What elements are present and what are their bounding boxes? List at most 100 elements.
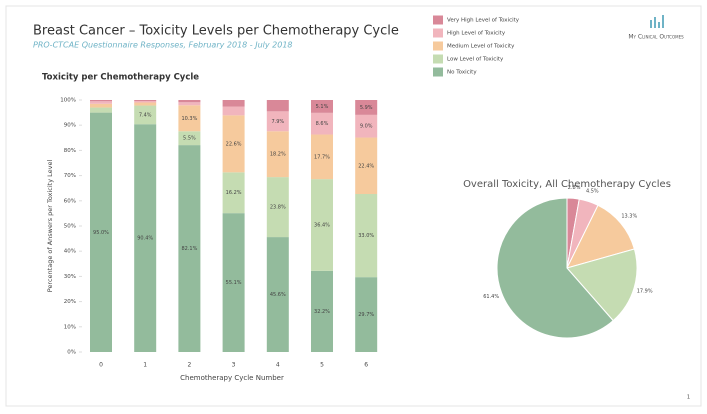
x-tick-label: 1: [143, 362, 147, 369]
data-label: 22.4%: [358, 163, 374, 169]
data-label: 9.0%: [360, 124, 373, 130]
bar-segment: [355, 193, 378, 278]
bar-segment: [90, 107, 112, 113]
bar-segment: [266, 177, 289, 238]
x-tick-label: 2: [187, 362, 191, 369]
x-axis-label: Chemotherapy Cycle Number: [180, 374, 284, 382]
bar-segment: [355, 137, 378, 194]
bar-segment: [90, 101, 112, 104]
bar-segment: [90, 103, 112, 108]
bar-segment: [355, 277, 378, 352]
bar-segment: [178, 131, 201, 146]
bar-segment: [311, 179, 333, 271]
bar-segment: [311, 100, 333, 113]
bar-segment: [134, 124, 157, 352]
data-label: 82.1%: [181, 246, 197, 252]
bar-segment: [311, 270, 333, 352]
data-label: 17.7%: [314, 154, 330, 160]
data-label: 8.6%: [316, 121, 329, 127]
x-tick-label: 3: [232, 362, 236, 369]
data-label: 55.1%: [226, 280, 242, 286]
bar-segment: [266, 131, 289, 178]
data-label: 16.2%: [226, 190, 242, 196]
y-tick-label: 10%: [64, 324, 76, 330]
bar-segment: [266, 100, 289, 112]
bar-segment: [178, 145, 201, 352]
data-label: 13.3%: [621, 214, 637, 220]
y-axis-label: Percentage of Answers per Toxicity Level: [46, 160, 54, 293]
bar-segment: [311, 112, 333, 135]
y-tick-label: 80%: [64, 148, 76, 154]
x-tick-label: 5: [320, 362, 324, 369]
data-label: 7.9%: [271, 119, 284, 125]
data-label: 5.1%: [316, 104, 329, 110]
slide-frame: [5, 5, 702, 407]
bar-segment: [222, 106, 245, 116]
data-label: 32.2%: [314, 309, 330, 315]
y-tick-label: 70%: [64, 173, 76, 179]
logo: My Clinical Outcomes: [628, 15, 684, 41]
bar-segment: [134, 101, 157, 103]
legend-swatch: [433, 28, 443, 38]
x-tick-label: 6: [364, 362, 368, 369]
data-label: 5.5%: [183, 136, 196, 142]
page-subtitle: PRO-CTCAE Questionnaire Responses, Febru…: [33, 41, 293, 50]
bar-segment: [222, 213, 245, 352]
pie-title: Overall Toxicity, All Chemotherapy Cycle…: [463, 179, 671, 190]
bar-segment: [178, 105, 201, 132]
y-tick-label: 0%: [67, 350, 76, 356]
y-tick-label: 20%: [64, 299, 76, 305]
logo-text: My Clinical Outcomes: [628, 34, 684, 41]
bar-segment: [178, 100, 201, 103]
data-label: 29.7%: [358, 312, 374, 318]
data-label: 45.6%: [270, 292, 286, 298]
data-label: 4.5%: [586, 189, 599, 195]
data-label: 22.6%: [226, 141, 242, 147]
pie-slice: [566, 204, 635, 269]
y-tick-label: 30%: [64, 274, 76, 280]
data-label: 36.4%: [314, 222, 330, 228]
y-tick-label: 100%: [60, 98, 76, 104]
bar-segment: [266, 237, 289, 352]
bar-segment: [134, 102, 157, 106]
x-tick-label: 0: [99, 362, 103, 369]
bar-segment: [355, 100, 378, 115]
bar-segment: [266, 111, 289, 132]
bar-segment: [90, 112, 112, 352]
data-label: 90.4%: [137, 236, 153, 242]
page-title: Breast Cancer – Toxicity Levels per Chem…: [33, 24, 399, 39]
bar-segment: [134, 100, 157, 102]
data-label: 2.8%: [568, 185, 581, 191]
legend-swatch: [433, 41, 443, 51]
legend-label: Medium Level of Toxicity: [447, 44, 515, 50]
x-tick-label: 4: [276, 362, 280, 369]
bar-segment: [90, 100, 112, 102]
legend-label: High Level of Toxicity: [447, 31, 506, 37]
data-label: 7.4%: [139, 112, 152, 118]
y-tick-label: 90%: [64, 123, 76, 129]
bar-segment: [222, 100, 245, 107]
bar-segment: [178, 102, 201, 106]
bar-segment: [355, 114, 378, 138]
page-number: 1: [687, 395, 690, 401]
bar-chart-title: Toxicity per Chemotherapy Cycle: [42, 73, 199, 83]
data-label: 18.2%: [270, 152, 286, 158]
bar-segment: [222, 115, 245, 173]
legend-swatch: [433, 15, 443, 25]
legend-swatch: [433, 67, 443, 77]
y-tick-label: 60%: [64, 198, 76, 204]
bar-segment: [311, 134, 333, 180]
pie-slice: [496, 197, 614, 339]
y-tick-label: 40%: [64, 249, 76, 255]
bar-segment: [222, 172, 245, 214]
legend-label: No Toxicity: [447, 70, 477, 76]
y-tick-label: 50%: [64, 224, 76, 230]
data-label: 61.4%: [483, 294, 499, 300]
data-label: 5.9%: [360, 105, 373, 111]
data-label: 95.0%: [93, 230, 109, 236]
data-label: 17.9%: [637, 288, 653, 294]
legend-label: Very High Level of Toxicity: [447, 18, 520, 24]
legend-swatch: [433, 54, 443, 64]
